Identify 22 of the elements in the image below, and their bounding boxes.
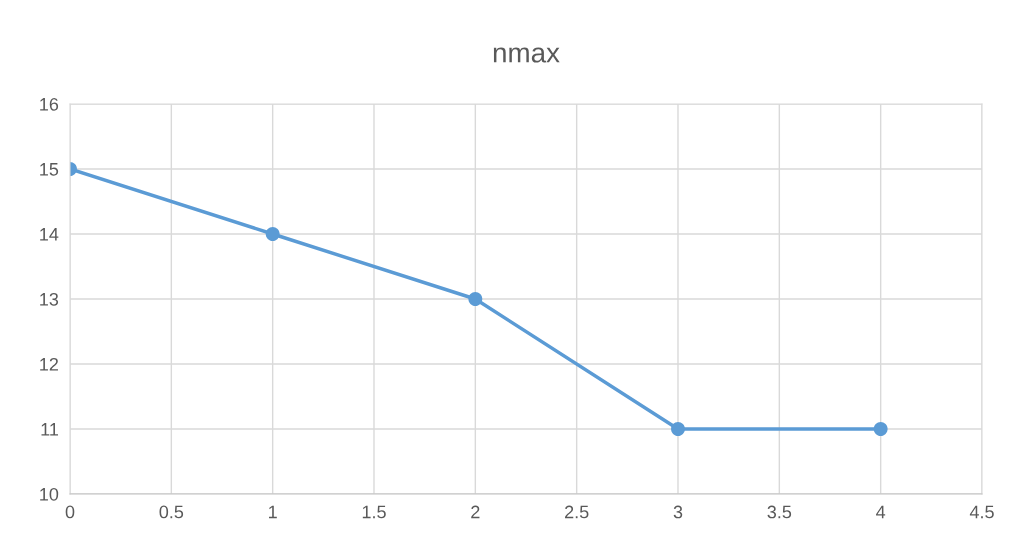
x-tick-label: 4 bbox=[876, 505, 886, 519]
x-tick-label: 0 bbox=[65, 505, 75, 519]
y-tick-label: 11 bbox=[41, 423, 59, 436]
y-tick-label: 12 bbox=[40, 357, 58, 371]
y-tick-label: 16 bbox=[40, 97, 59, 111]
x-tick-label: 1.5 bbox=[362, 505, 386, 519]
y-tick-label: 14 bbox=[40, 228, 59, 241]
y-tick-label: 10 bbox=[40, 487, 59, 501]
x-tick-label: 1 bbox=[269, 505, 277, 519]
x-tick-label: 2.5 bbox=[565, 505, 589, 519]
point bbox=[873, 422, 888, 436]
x-tick-label: 0.5 bbox=[159, 505, 184, 519]
point bbox=[468, 292, 483, 306]
x-tick-label: 4.5 bbox=[969, 505, 994, 519]
x-tick-label: 2 bbox=[471, 505, 480, 519]
point bbox=[265, 227, 280, 241]
y-tick-label: 15 bbox=[40, 163, 59, 176]
x-tick-label: 3.5 bbox=[767, 505, 792, 519]
chart-title: nmax bbox=[493, 47, 560, 63]
x-tick-label: 3 bbox=[673, 505, 683, 519]
y-tick-label: 13 bbox=[40, 292, 59, 306]
point bbox=[671, 422, 685, 436]
